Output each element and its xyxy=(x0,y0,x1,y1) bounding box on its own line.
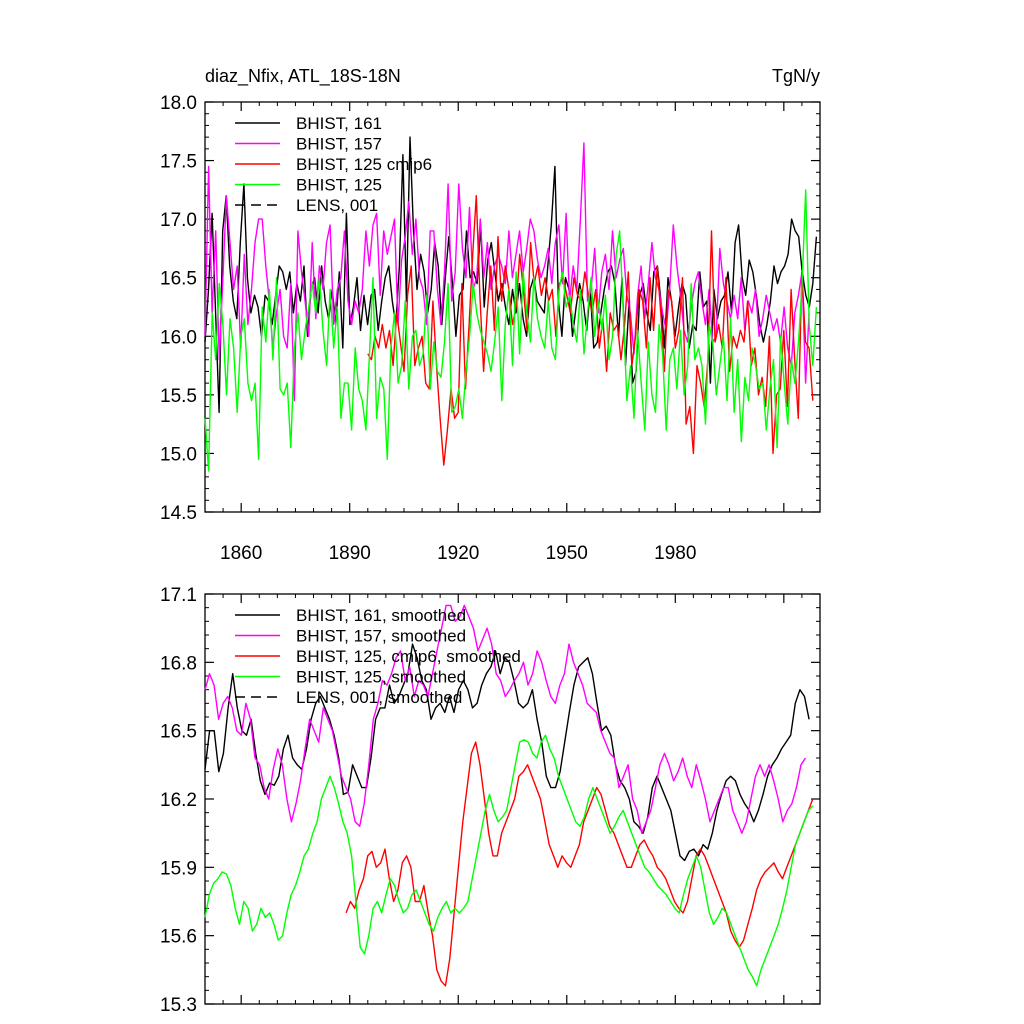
top-legend-label: BHIST, 125 cmip6 xyxy=(296,155,432,174)
top-ytick-label: 15.0 xyxy=(160,444,197,465)
top-chart-title: diaz_Nfix, ATL_18S-18N xyxy=(205,66,401,87)
top-legend-label: LENS, 001 xyxy=(296,196,378,215)
top-ytick-label: 16.0 xyxy=(160,327,197,348)
top-xtick-label: 1950 xyxy=(546,543,588,564)
bottom-ytick-label: 17.1 xyxy=(160,585,197,606)
top-legend-label: BHIST, 161 xyxy=(296,114,382,133)
top-ytick-label: 18.0 xyxy=(160,93,197,114)
bottom-series-line-2 xyxy=(204,604,807,834)
bottom-ytick-label: 16.2 xyxy=(160,790,197,811)
bottom-legend-label: LENS, 001, smoothed xyxy=(296,688,462,707)
top-ytick-label: 14.5 xyxy=(160,503,197,524)
bottom-ytick-label: 16.8 xyxy=(160,653,197,674)
bottom-ytick-label: 16.5 xyxy=(160,722,197,743)
top-xtick-label: 1920 xyxy=(437,543,479,564)
top-legend-label: BHIST, 157 xyxy=(296,135,382,154)
bottom-legend-label: BHIST, 157, smoothed xyxy=(296,627,466,646)
bottom-legend-label: BHIST, 125, smoothed xyxy=(296,668,466,687)
top-ytick-label: 17.0 xyxy=(160,210,197,231)
top-xtick-label: 1890 xyxy=(329,543,371,564)
bottom-legend-label: BHIST, 161, smoothed xyxy=(296,606,466,625)
top-series-line-2 xyxy=(204,142,810,402)
top-series-line-4 xyxy=(204,189,818,472)
bottom-chart-panel: 15.3 15.6 15.9 16.2 16.5 16.8 17.1 BHIST, 161, … xyxy=(160,585,821,1016)
bottom-series-line-1 xyxy=(204,643,810,862)
top-ytick-label: 17.5 xyxy=(160,152,197,173)
bottom-ytick-label: 15.6 xyxy=(160,927,197,948)
top-xtick-label: 1860 xyxy=(220,543,262,564)
bottom-ytick-label: 15.9 xyxy=(160,858,197,879)
top-ytick-label: 16.5 xyxy=(160,269,197,290)
bottom-series-line-3 xyxy=(345,741,814,987)
top-chart-units: TgN/y xyxy=(772,66,820,86)
bottom-series-line-4 xyxy=(204,734,814,987)
bottom-ytick-label: 15.3 xyxy=(160,995,197,1016)
top-legend-label: BHIST, 125 xyxy=(296,176,382,195)
top-series-line-3 xyxy=(367,194,814,466)
top-ytick-label: 15.5 xyxy=(160,386,197,407)
top-chart-panel: 14.5 15.0 15.5 16.0 16.5 17.0 17.5 18.0 1860 1890… xyxy=(160,93,821,564)
top-xtick-label: 1980 xyxy=(654,543,696,564)
bottom-legend-label: BHIST, 125, cmip6, smoothed xyxy=(296,647,521,666)
